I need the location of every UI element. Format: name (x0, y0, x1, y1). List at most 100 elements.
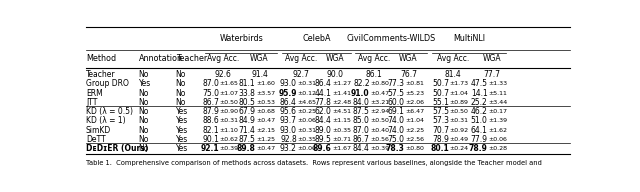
Text: ±0.24: ±0.24 (449, 146, 468, 151)
Text: 75.0: 75.0 (202, 89, 219, 98)
Text: 60.0: 60.0 (387, 98, 404, 107)
Text: ±0.31: ±0.31 (220, 118, 238, 123)
Text: 93.0: 93.0 (280, 79, 297, 89)
Text: ±1.27: ±1.27 (332, 81, 351, 86)
Text: 50.7: 50.7 (432, 79, 449, 89)
Text: 57.5: 57.5 (387, 89, 404, 98)
Text: Avg Acc.: Avg Acc. (285, 54, 317, 63)
Text: SimKD: SimKD (86, 126, 111, 135)
Text: 47.5: 47.5 (470, 79, 488, 89)
Text: ±0.80: ±0.80 (405, 146, 424, 151)
Text: ±1.62: ±1.62 (488, 128, 508, 133)
Text: ±0.90: ±0.90 (220, 109, 238, 114)
Text: 80.5: 80.5 (239, 98, 255, 107)
Text: 46.2: 46.2 (471, 107, 488, 116)
Text: Yes: Yes (176, 116, 188, 125)
Text: 87.5: 87.5 (239, 135, 255, 144)
Text: ±0.40: ±0.40 (370, 128, 389, 133)
Text: 91.0: 91.0 (351, 89, 370, 98)
Text: Teacher: Teacher (86, 70, 116, 79)
Text: 80.1: 80.1 (430, 144, 449, 153)
Text: CivilComments-WILDS: CivilComments-WILDS (346, 34, 436, 43)
Text: ±0.50: ±0.50 (449, 109, 468, 114)
Text: Avg Acc.: Avg Acc. (437, 54, 469, 63)
Text: ±0.50: ±0.50 (370, 118, 389, 123)
Text: ±0.06: ±0.06 (297, 118, 316, 123)
Text: ±0.12: ±0.12 (297, 91, 316, 96)
Text: ±0.31: ±0.31 (297, 81, 316, 86)
Text: ±0.28: ±0.28 (488, 146, 508, 151)
Text: ±3.21: ±3.21 (370, 100, 389, 105)
Text: ±2.25: ±2.25 (405, 128, 424, 133)
Text: ±1.04: ±1.04 (405, 118, 424, 123)
Text: 74.0: 74.0 (387, 126, 404, 135)
Text: 86.1: 86.1 (365, 70, 382, 79)
Text: 90.1: 90.1 (202, 135, 219, 144)
Text: 77.8: 77.8 (315, 98, 332, 107)
Text: ±1.10: ±1.10 (220, 128, 238, 133)
Text: ±0.39: ±0.39 (220, 146, 239, 151)
Text: 92.1: 92.1 (200, 144, 219, 153)
Text: 86.4: 86.4 (280, 98, 297, 107)
Text: Group DRO: Group DRO (86, 79, 129, 89)
Text: 50.7: 50.7 (432, 89, 449, 98)
Text: 74.0: 74.0 (387, 116, 404, 125)
Text: Yes: Yes (176, 126, 188, 135)
Text: Yes: Yes (176, 135, 188, 144)
Text: 44.1: 44.1 (315, 89, 332, 98)
Text: No: No (138, 126, 149, 135)
Text: ±5.23: ±5.23 (405, 91, 424, 96)
Text: 91.4: 91.4 (251, 70, 268, 79)
Text: 95.9: 95.9 (278, 89, 297, 98)
Text: MultiNLI: MultiNLI (453, 34, 485, 43)
Text: ±2.56: ±2.56 (405, 137, 424, 142)
Text: ±5.11: ±5.11 (488, 91, 507, 96)
Text: No: No (138, 70, 149, 79)
Text: ±3.44: ±3.44 (488, 100, 508, 105)
Text: Avg Acc.: Avg Acc. (207, 54, 239, 63)
Text: ±0.47: ±0.47 (256, 146, 275, 151)
Text: 57.5: 57.5 (432, 107, 449, 116)
Text: ±0.47: ±0.47 (256, 118, 275, 123)
Text: 67.9: 67.9 (239, 107, 255, 116)
Text: ±0.17: ±0.17 (488, 109, 508, 114)
Text: 82.1: 82.1 (202, 126, 219, 135)
Text: Avg Acc.: Avg Acc. (358, 54, 390, 63)
Text: 82.2: 82.2 (353, 79, 370, 89)
Text: 89.8: 89.8 (237, 144, 255, 153)
Text: 86.7: 86.7 (202, 98, 219, 107)
Text: ERM: ERM (86, 89, 102, 98)
Text: 77.3: 77.3 (387, 79, 404, 89)
Text: 93.0: 93.0 (280, 126, 297, 135)
Text: ±1.33: ±1.33 (488, 81, 508, 86)
Text: ±1.67: ±1.67 (332, 146, 351, 151)
Text: No: No (138, 144, 149, 153)
Text: ±0.80: ±0.80 (370, 81, 389, 86)
Text: 87.0: 87.0 (353, 126, 370, 135)
Text: No: No (138, 98, 149, 107)
Text: 81.4: 81.4 (445, 70, 461, 79)
Text: 84.0: 84.0 (353, 98, 370, 107)
Text: ±1.39: ±1.39 (488, 118, 508, 123)
Text: ±4.65: ±4.65 (297, 100, 316, 105)
Text: No: No (138, 107, 149, 116)
Text: ±0.25: ±0.25 (297, 109, 316, 114)
Text: 78.9: 78.9 (469, 144, 488, 153)
Text: WGA: WGA (326, 54, 345, 63)
Text: 33.8: 33.8 (239, 89, 255, 98)
Text: ±0.50: ±0.50 (220, 100, 238, 105)
Text: DeTT: DeTT (86, 135, 106, 144)
Text: ±2.15: ±2.15 (256, 128, 275, 133)
Text: ±1.65: ±1.65 (220, 81, 238, 86)
Text: ±6.47: ±6.47 (405, 109, 424, 114)
Text: 89.5: 89.5 (315, 135, 332, 144)
Text: Yes: Yes (176, 107, 188, 116)
Text: Teacher: Teacher (176, 54, 207, 63)
Text: 92.7: 92.7 (292, 70, 309, 79)
Text: 89.0: 89.0 (315, 126, 332, 135)
Text: ±1.04: ±1.04 (449, 91, 468, 96)
Text: Yes: Yes (138, 79, 151, 89)
Text: 85.0: 85.0 (353, 116, 370, 125)
Text: 78.3: 78.3 (385, 144, 404, 153)
Text: ±0.68: ±0.68 (256, 109, 275, 114)
